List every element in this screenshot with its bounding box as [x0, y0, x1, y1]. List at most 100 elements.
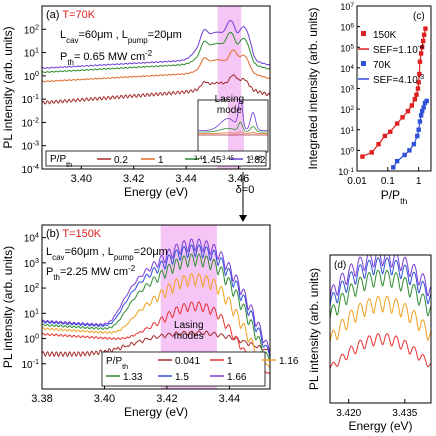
x-tick-label-a: 3.44	[175, 173, 196, 185]
threshold-a: Pth= 0.65 MW cm-2	[60, 49, 152, 67]
y-tick-label-a: 10-2	[21, 115, 39, 130]
delta-label: δ=0	[236, 184, 255, 196]
x-tick-label-a: 3.42	[123, 173, 144, 185]
data-point-150K	[416, 80, 421, 85]
data-point-150K	[417, 71, 422, 77]
shade-label-a2: mode	[217, 105, 242, 116]
inset-tick-label: 3.45	[222, 156, 234, 162]
data-point-150K	[419, 45, 425, 50]
data-point-150K	[409, 103, 415, 108]
legend-label-a: 1.45	[202, 155, 222, 166]
series-line-d-1.5	[330, 257, 431, 307]
data-point-70K	[418, 113, 424, 118]
x-tick-label-a: 3.40	[71, 173, 92, 185]
frame-a	[41, 5, 271, 170]
legend-box-a	[45, 150, 267, 167]
y-axis-label-c: Integrated intensity (arb. units)	[306, 7, 320, 169]
panel-label-b: (b) T=150K	[46, 228, 102, 240]
inset-tick-label: 3.44	[194, 156, 206, 162]
y-tick-label-b: 103	[24, 255, 39, 270]
legend-label-b: 1.16	[279, 356, 299, 367]
data-point-150K	[388, 129, 393, 134]
data-point-150K	[394, 121, 400, 126]
series-line-b-0.041	[42, 330, 270, 358]
cavity-params-a: Lcav=60μm , Lpump=20μm	[60, 29, 182, 45]
legend-label-a: 0.2	[114, 155, 128, 166]
inset-plot	[198, 100, 268, 136]
series-line-a-0.2	[42, 74, 270, 105]
data-point-70K	[411, 141, 417, 147]
x-tick-label-b: 3.42	[156, 393, 177, 405]
data-point-150K	[418, 51, 424, 56]
legend-label-b: 1	[227, 356, 233, 367]
data-point-70K	[421, 105, 426, 110]
data-point-70K	[407, 148, 412, 153]
legend-box-b	[101, 351, 266, 387]
legend-label-a: 1.82	[246, 155, 266, 166]
y-tick-label-c: 101	[340, 125, 354, 136]
data-point-70K	[402, 152, 407, 158]
y-tick-label-c: 10-1	[338, 167, 354, 178]
x-tick-label-d: 3.420	[336, 408, 361, 419]
legend-label-a: 1	[158, 155, 164, 166]
plot-area-c	[360, 26, 429, 170]
frame-d	[329, 254, 432, 404]
data-point-150K	[382, 133, 388, 139]
y-axis-label-a: PL intensity (arb. units)	[1, 26, 15, 148]
data-point-150K	[405, 108, 411, 114]
data-point-150K	[417, 59, 423, 64]
series-line-d-1	[330, 333, 431, 370]
series-line-b-1.33	[42, 253, 270, 363]
y-tick-label-c: 106	[340, 22, 354, 33]
data-point-150K	[420, 38, 426, 44]
legend-label-b: 1.66	[227, 372, 247, 383]
x-axis-label-c: P/Pth	[381, 188, 408, 206]
x-tick-label-c: 0.1	[381, 176, 395, 187]
x-axis-label-a: Energy (eV)	[124, 185, 188, 199]
y-tick-label-a: 10-1	[21, 92, 39, 107]
inset-line-1.82	[198, 100, 268, 131]
legend-label-c: 150K	[373, 30, 397, 41]
data-point-150K	[414, 92, 419, 97]
x-tick-label-d: 3.435	[392, 408, 417, 419]
y-tick-label-a: 10-3	[21, 138, 39, 153]
y-tick-label-b: 100	[24, 331, 39, 346]
series-line-b-1	[42, 301, 270, 376]
legend-label-b: 0.041	[175, 356, 200, 367]
data-point-150K	[400, 115, 405, 120]
x-tick-label-c: 0.01	[347, 176, 367, 187]
y-tick-label-b: 104	[24, 230, 39, 245]
series-line-a-1	[42, 49, 270, 83]
inset-line-1	[198, 131, 268, 134]
y-tick-label-b: 102	[24, 281, 39, 296]
cavity-params-b: Lcav=60μm , Lpump=20μm	[46, 246, 168, 262]
y-tick-label-c: 102	[340, 105, 354, 116]
data-point-70K	[424, 98, 429, 104]
data-point-70K	[416, 127, 421, 132]
y-tick-label-a: 10-4	[21, 162, 39, 177]
inset-line-1.45	[198, 121, 268, 133]
data-point-150K	[423, 26, 428, 31]
x-tick-label-b: 3.38	[31, 393, 52, 405]
data-point-70K	[391, 165, 396, 170]
series-line-a-1.82	[42, 19, 270, 70]
data-point-70K	[417, 119, 423, 124]
data-point-150K	[421, 32, 427, 38]
y-tick-label-a: 102	[24, 22, 39, 37]
legend-marker-c	[361, 61, 366, 66]
inset-shade	[228, 100, 244, 152]
data-point-150K	[412, 97, 418, 102]
inset-tick-label: 3.46	[250, 156, 262, 162]
y-tick-label-c: 105	[340, 43, 354, 54]
series-line-b-1.5	[42, 244, 270, 358]
legend-title-a: P/Pth	[50, 154, 72, 169]
legend-label-c: SEF=1.10-4	[373, 42, 424, 57]
x-tick-label-c: 1	[416, 176, 422, 187]
shade-label-a1: Lasing	[215, 94, 244, 105]
x-axis-label-d: Energy (eV)	[348, 419, 412, 433]
x-tick-label-a: 3.46	[228, 173, 249, 185]
data-point-150K	[360, 154, 365, 159]
x-axis-label-b: Energy (eV)	[124, 405, 188, 419]
series-line-b-1.66	[42, 238, 270, 355]
